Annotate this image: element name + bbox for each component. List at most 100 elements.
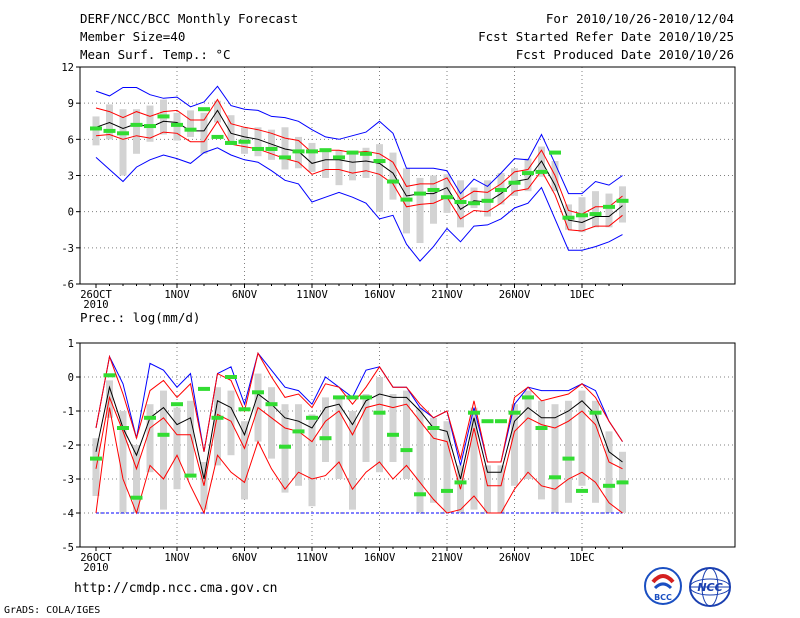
spread-box	[308, 142, 316, 172]
observation-mark	[238, 407, 251, 412]
observation-mark	[576, 213, 588, 218]
observation-mark	[306, 415, 318, 420]
plot-frame	[79, 342, 736, 548]
spread-box	[470, 187, 478, 209]
observation-mark	[171, 122, 183, 127]
observation-mark	[549, 475, 561, 480]
x-tick-label: 1DEC	[569, 289, 594, 301]
observation-mark	[292, 429, 305, 434]
plot-frame	[79, 66, 736, 285]
x-tick-label: 1DEC	[569, 552, 594, 564]
observation-mark	[616, 198, 629, 203]
spread-box	[592, 191, 599, 228]
observation-mark	[184, 473, 197, 478]
spread-box	[349, 411, 356, 510]
spread-box	[146, 105, 154, 142]
observation-mark	[252, 390, 264, 395]
observation-mark	[279, 444, 291, 449]
observation-mark	[157, 114, 170, 119]
observation-mark	[495, 187, 507, 192]
observation-mark	[400, 448, 413, 453]
x-tick-label: 6NOV	[232, 552, 258, 564]
observation-mark	[130, 495, 143, 500]
x-tick-label: 6NOV	[232, 289, 258, 301]
observation-mark	[414, 191, 426, 196]
observation-mark	[225, 375, 237, 379]
x-tick-label: 1NOV	[164, 289, 190, 301]
observation-mark	[265, 402, 278, 407]
max-envelope-line	[95, 352, 623, 466]
observation-mark	[211, 415, 224, 420]
min-envelope-line	[95, 407, 623, 515]
spread-box	[227, 390, 235, 456]
observation-mark	[346, 150, 359, 155]
spread-box	[133, 445, 140, 513]
observation-mark	[225, 140, 237, 145]
spread-box	[200, 112, 208, 154]
x-year-label: 2010	[83, 562, 108, 574]
observation-mark	[508, 180, 521, 185]
spread-box	[565, 400, 572, 503]
observation-mark	[373, 410, 386, 415]
spread-box	[268, 129, 275, 160]
forecast-period: For 2010/10/26-2010/12/04	[545, 11, 734, 26]
spread-box	[281, 127, 289, 170]
observation-mark	[603, 483, 615, 488]
panel-0: 12 9 6 3 0 -3 -6 26OCT 1NOV 6NOV 11NOV 16NOV 21NOV 26…	[61, 62, 736, 311]
observation-mark	[238, 139, 251, 144]
observation-mark	[117, 426, 129, 430]
max-envelope-line	[95, 85, 623, 195]
y-tick-label: -5	[61, 542, 74, 554]
spread-box	[214, 387, 221, 466]
y-tick-label: 1	[68, 338, 74, 350]
observation-mark	[576, 488, 588, 493]
observation-mark	[522, 171, 534, 176]
y-tick-label: -1	[61, 406, 74, 418]
observation-mark	[157, 432, 170, 437]
observation-mark	[292, 149, 305, 154]
spread-box	[484, 465, 491, 513]
forecast-produced-date: Fcst Produced Date 2010/10/26	[515, 47, 734, 62]
x-tick-label: 26NOV	[499, 552, 531, 564]
observation-mark	[211, 134, 224, 139]
x-tick-label: 16NOV	[364, 552, 396, 564]
observation-mark	[589, 212, 602, 217]
spread-box	[133, 109, 140, 154]
spread-box	[214, 100, 221, 123]
lower-spread-line	[95, 120, 623, 232]
observation-mark	[481, 419, 494, 424]
spread-box	[173, 407, 181, 490]
observation-mark	[130, 122, 143, 127]
spread-box	[551, 404, 559, 513]
observation-mark	[400, 197, 413, 202]
observation-mark	[522, 395, 534, 400]
source-url[interactable]: http://cmdp.ncc.cma.gov.cn	[74, 581, 278, 596]
observation-mark	[333, 395, 345, 400]
spread-box	[349, 151, 356, 181]
spread-box	[430, 417, 437, 503]
spread-box	[308, 414, 316, 507]
spread-box	[470, 407, 478, 510]
observation-mark	[144, 124, 156, 129]
grads-credit: GrADS: COLA/IGES	[4, 605, 101, 616]
y-tick-label: -4	[61, 508, 74, 520]
observation-mark	[508, 410, 521, 415]
y-tick-label: 0	[68, 207, 74, 219]
observation-mark	[603, 204, 615, 209]
spread-box	[254, 127, 262, 157]
spread-box	[322, 150, 329, 178]
observation-mark	[279, 155, 291, 160]
x-year-label: 2010	[83, 299, 108, 311]
ensemble-mean-line	[95, 109, 623, 224]
observation-mark	[535, 426, 548, 430]
observation-mark	[468, 201, 480, 206]
x-tick-label: 26OCT	[80, 289, 112, 301]
spread-box	[605, 193, 613, 228]
observation-mark	[481, 198, 494, 203]
observation-mark	[319, 148, 332, 153]
spread-box	[187, 400, 194, 476]
observation-mark	[144, 415, 156, 420]
observation-mark	[454, 480, 467, 485]
observation-mark	[454, 200, 467, 205]
